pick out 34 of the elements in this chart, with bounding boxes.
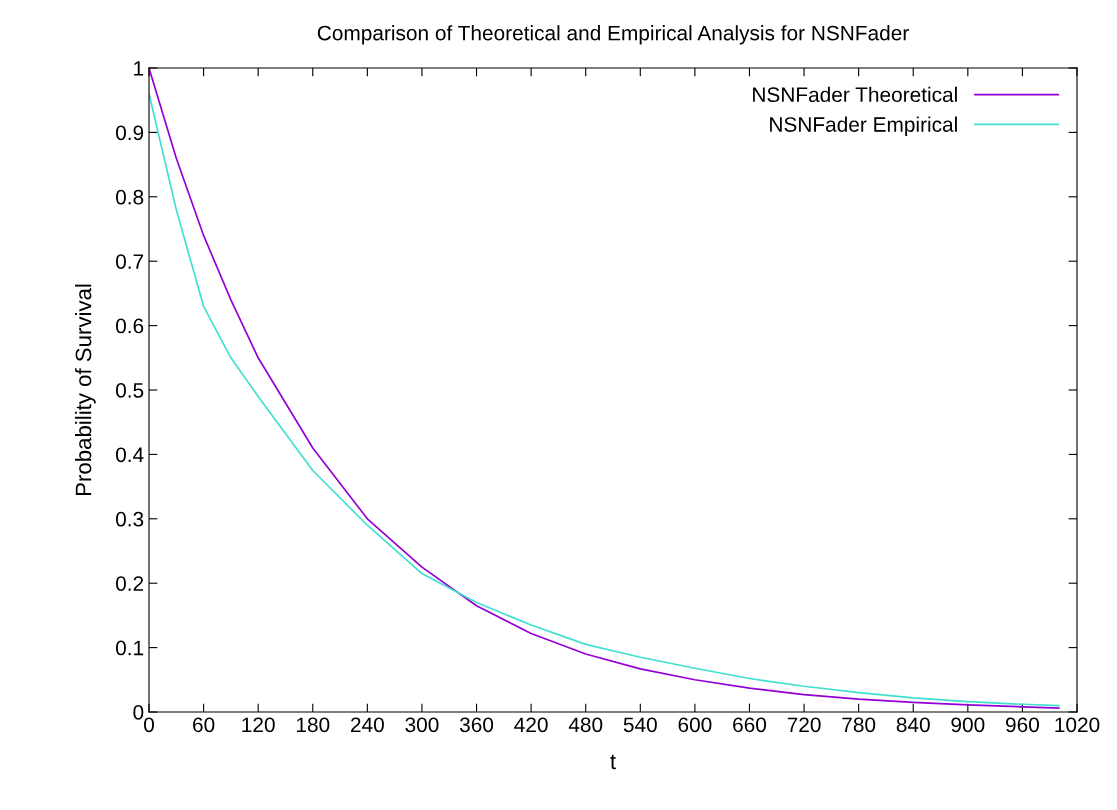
x-tick-label: 840 [896, 717, 930, 733]
y-tick-label: 0.4 [115, 447, 144, 463]
chart-title: Comparison of Theoretical and Empirical Analysis for NSNFader [317, 25, 909, 45]
x-tick-label: 600 [678, 717, 712, 733]
x-tick-label: 240 [351, 717, 384, 733]
y-tick-label: 0.7 [115, 254, 144, 269]
legend-label: NSNFader Empirical [770, 116, 957, 137]
x-tick-label: 60 [193, 717, 215, 733]
x-tick-label: 1020 [1055, 717, 1100, 733]
y-tick-label: 1 [134, 61, 144, 76]
x-tick-label: 720 [787, 717, 821, 733]
x-tick-label: 0 [144, 717, 154, 733]
y-tick-label: 0.2 [115, 576, 144, 591]
y-tick-label: 0.5 [115, 383, 144, 398]
y-tick-label: 0.9 [115, 125, 144, 141]
y-tick-label: 0 [133, 705, 144, 720]
x-tick-label: 540 [623, 717, 657, 733]
y-tick-label: 0.1 [115, 640, 144, 656]
x-tick-label: 360 [459, 717, 494, 733]
x-tick-label: 900 [951, 717, 985, 733]
legend-label: NSNFader Theoretical [753, 86, 957, 103]
x-tick-label: 180 [296, 717, 330, 733]
y-axis-title: Probability of Survival [75, 284, 96, 496]
y-tick-label: 0.8 [115, 189, 144, 205]
x-axis-title: t [610, 754, 616, 770]
x-tick-label: 960 [1006, 717, 1039, 733]
x-tick-label: 420 [514, 717, 548, 733]
x-tick-label: 780 [842, 717, 876, 733]
x-tick-label: 300 [405, 717, 439, 733]
y-tick-label: 0.3 [115, 511, 144, 527]
x-tick-label: 480 [568, 717, 603, 733]
x-tick-label: 120 [242, 717, 275, 733]
y-tick-label: 0.6 [115, 318, 144, 334]
x-tick-label: 660 [733, 717, 767, 733]
